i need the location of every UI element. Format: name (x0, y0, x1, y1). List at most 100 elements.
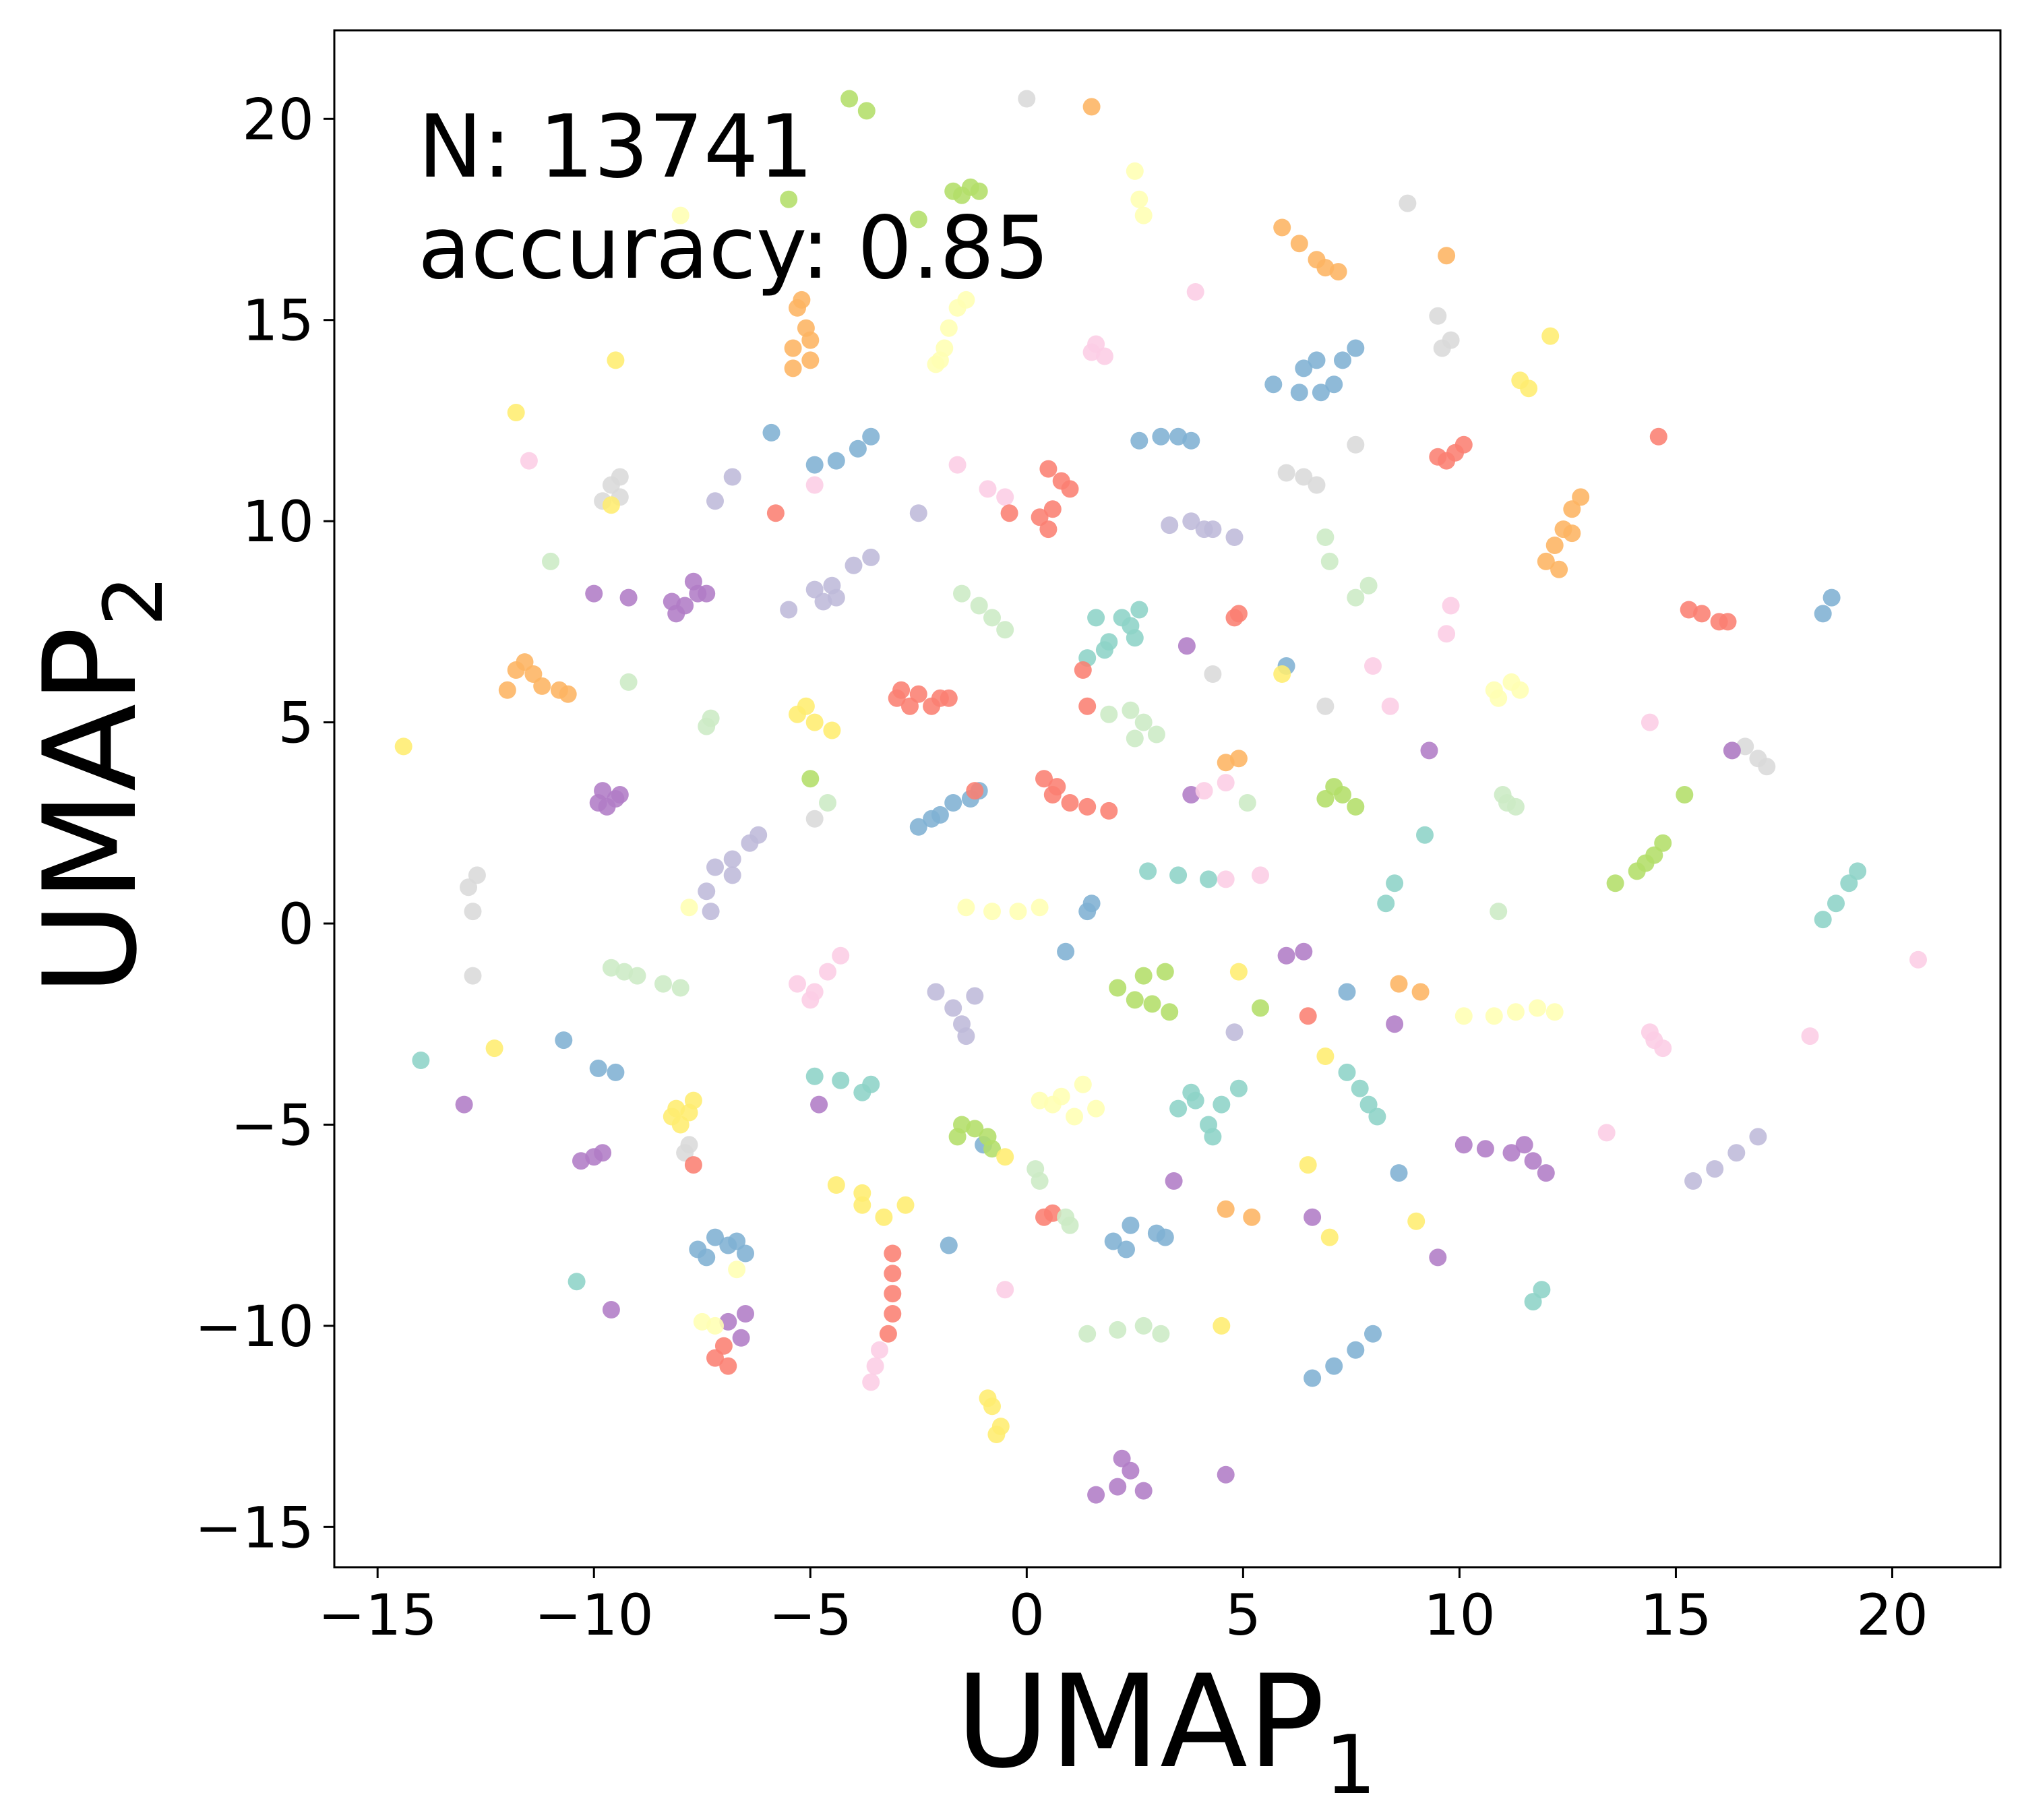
x-tick-label: 15 (1640, 1582, 1712, 1648)
data-point (1511, 681, 1529, 699)
plot-frame (333, 29, 2002, 1569)
data-point (1295, 942, 1313, 961)
cluster-30 (498, 653, 577, 703)
data-point (1676, 786, 1694, 803)
data-point (1515, 1136, 1533, 1154)
data-point (1840, 874, 1858, 892)
data-point (1606, 874, 1624, 892)
data-point (983, 1140, 1001, 1158)
data-point (1273, 218, 1291, 237)
cluster-51 (602, 959, 690, 997)
x-axis-title-subscript: 1 (1325, 1719, 1376, 1813)
data-point (1100, 705, 1118, 723)
data-point (1152, 1325, 1170, 1343)
x-axis-title-main: UMAP (956, 1647, 1325, 1796)
data-point (1074, 1075, 1092, 1093)
data-point (671, 206, 690, 224)
data-point (607, 351, 625, 369)
data-point (594, 1144, 612, 1162)
data-point (1494, 786, 1512, 803)
data-point (1061, 794, 1079, 812)
data-point (1680, 601, 1698, 619)
data-point (684, 572, 702, 590)
data-point (1438, 247, 1456, 265)
data-point (1095, 641, 1113, 659)
data-point (723, 850, 741, 868)
data-point (810, 1095, 828, 1114)
data-point (1524, 1293, 1542, 1311)
data-point (1454, 1136, 1473, 1154)
data-point (957, 1027, 975, 1045)
data-point (619, 588, 638, 607)
data-point (1213, 1095, 1231, 1114)
data-point (923, 810, 941, 828)
data-point (663, 1108, 681, 1126)
data-point (862, 427, 880, 446)
data-point (1541, 327, 1560, 345)
cluster-11 (1429, 307, 1460, 357)
data-point (1031, 899, 1049, 917)
data-point (1304, 1369, 1322, 1387)
data-point (1186, 283, 1204, 301)
data-point (983, 903, 1001, 921)
data-point (801, 991, 820, 1009)
cluster-59 (1597, 1023, 1672, 1142)
data-point (1182, 431, 1200, 450)
data-point (931, 351, 949, 369)
data-point (1442, 597, 1460, 615)
cluster-28 (1277, 588, 1841, 675)
data-point (1217, 1200, 1235, 1218)
y-axis-title-main: UMAP (16, 626, 165, 996)
data-point (1117, 1240, 1135, 1258)
data-point (1485, 1007, 1503, 1025)
data-point (749, 826, 768, 844)
data-point (1316, 790, 1335, 808)
data-point (944, 794, 962, 812)
data-point (1238, 794, 1256, 812)
data-point (706, 1228, 724, 1246)
data-point (1364, 1325, 1382, 1343)
data-point (845, 556, 863, 574)
data-point (589, 1059, 607, 1077)
data-point (1347, 588, 1365, 607)
cluster-33 (619, 673, 1165, 748)
data-point (1723, 741, 1741, 760)
data-point (1113, 1449, 1131, 1467)
x-tick-label: 20 (1856, 1582, 1928, 1648)
cluster-32 (394, 665, 1291, 756)
cluster-37 (1035, 770, 1118, 820)
cluster-74 (689, 1216, 1174, 1267)
data-point (1390, 975, 1408, 993)
cluster-53 (927, 983, 1244, 1045)
data-point (884, 1244, 902, 1263)
data-point (1104, 1232, 1122, 1250)
data-point (970, 182, 988, 200)
data-point (966, 782, 984, 800)
data-point (1130, 601, 1148, 619)
data-point (464, 967, 482, 985)
data-point (555, 1031, 573, 1050)
data-point (719, 1357, 737, 1375)
cluster-15 (507, 351, 625, 514)
data-point (1537, 552, 1555, 570)
data-point (1719, 613, 1737, 631)
cluster-21 (1429, 427, 1667, 470)
cluster-72 (572, 1144, 754, 1347)
x-tick-label: −15 (318, 1582, 437, 1648)
data-point (1126, 729, 1144, 748)
cluster-23 (780, 548, 880, 619)
data-point (1325, 1357, 1343, 1375)
cluster-43 (819, 786, 1525, 921)
data-point (723, 468, 741, 486)
data-point (944, 999, 962, 1017)
data-point (1801, 1027, 1819, 1045)
data-point (1429, 1248, 1447, 1267)
data-point (1122, 1461, 1140, 1480)
data-point (1636, 854, 1655, 872)
data-point (1338, 1063, 1356, 1081)
cluster-69 (684, 1156, 1062, 1226)
data-point (1537, 1164, 1555, 1182)
data-point (702, 903, 720, 921)
data-point (805, 580, 824, 599)
